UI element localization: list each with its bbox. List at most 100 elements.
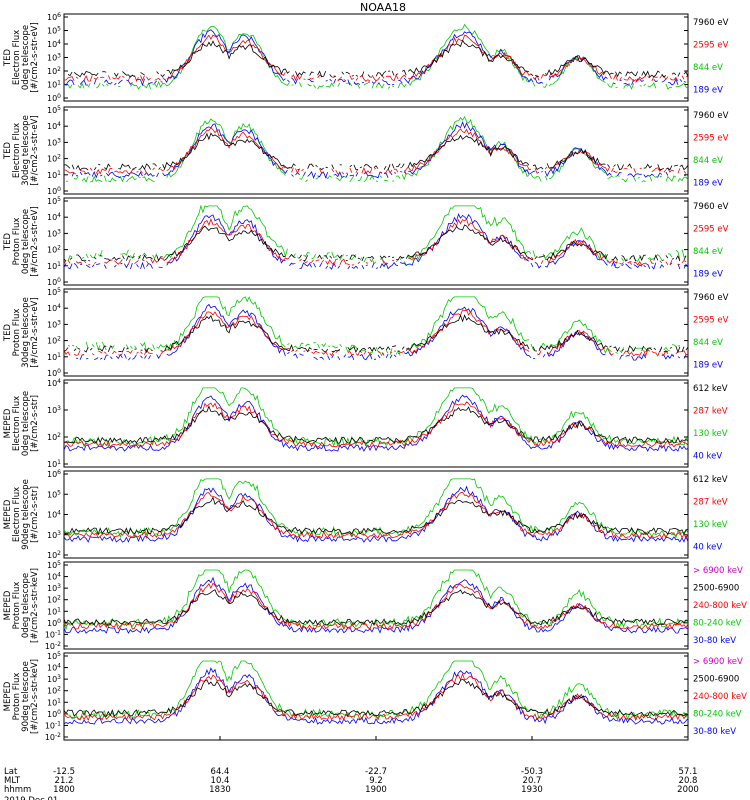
y-axis-label-line: [#/cm2-s-str-eV] [30, 115, 40, 185]
legend-entry: 2500-6900 [693, 675, 739, 685]
y-tick-label: 102 [47, 336, 61, 346]
series-traces [64, 23, 688, 90]
legend-entry: 30-80 keV [693, 727, 736, 737]
y-tick-label: 105 [47, 651, 61, 661]
y-axis-label-line: [#/cm2-s-str] [30, 395, 40, 452]
y-axis-label-line: Proton Flux [12, 582, 22, 630]
legend-entry: 2500-6900 [693, 584, 739, 594]
y-axis-label-line: Proton Flux [12, 218, 22, 266]
figure-title: NOAA18 [360, 1, 406, 14]
x-tick-label: 57.1 [679, 767, 698, 777]
legend-entry: 612 keV [693, 384, 728, 394]
legend-entry: 189 eV [693, 270, 723, 280]
y-tick-label: 101 [47, 697, 61, 707]
y-tick-label: 10-1 [45, 720, 61, 730]
y-tick-label: 104 [47, 303, 61, 313]
legend-entry: 189 eV [693, 86, 723, 96]
series-trace [64, 225, 688, 261]
panel-3: 105 104 103 102 101 100 TED Proton Flux 0deg tel… [3, 196, 729, 287]
x-tick-label: 64.4 [211, 767, 230, 777]
y-axis-label-line: 30deg telescope [21, 297, 31, 368]
legend-entry: 2595 eV [693, 41, 729, 51]
x-row-label: MLT [4, 776, 21, 786]
y-tick-label: 10-2 [45, 732, 61, 742]
y-tick-label: 100 [47, 368, 61, 378]
y-axis-label-line: [#/cm2-s-str-keV] [30, 568, 40, 643]
series-trace [63, 589, 689, 627]
series-trace [63, 678, 689, 718]
y-tick-label: 101 [47, 459, 61, 469]
y-axis-label-line: TED [3, 141, 13, 160]
series-trace [64, 30, 688, 85]
y-tick-label: 100 [47, 93, 61, 103]
y-tick-label: 101 [47, 80, 61, 90]
series-trace [63, 672, 689, 722]
series-trace [63, 309, 689, 358]
y-tick-label: 101 [47, 261, 61, 271]
y-axis-label-line: Electron Flux [12, 123, 22, 178]
panel-5: 104 103 102 101 MEPED Electron Flux 0deg teles… [3, 378, 728, 469]
x-tick-label: 2000 [677, 785, 699, 795]
panel-frame [63, 13, 689, 102]
y-tick-label: 104 [47, 663, 61, 673]
series-trace [63, 496, 689, 536]
y-axis-label-line: MEPED [3, 590, 13, 620]
x-tick-label: -12.5 [53, 767, 75, 777]
y-tick-label: 102 [47, 432, 61, 442]
y-tick-label: 104 [47, 510, 61, 520]
legend-entry: 7960 eV [693, 293, 729, 303]
legend-entry: 7960 eV [693, 18, 729, 28]
y-tick-label: 105 [47, 26, 61, 36]
y-tick-label: 102 [47, 550, 61, 560]
series-trace [76, 303, 689, 361]
y-axis-label-line: 0deg telescope [21, 573, 31, 638]
y-tick-label: 103 [47, 674, 61, 684]
y-axis-label-line: 0deg telescope [21, 391, 31, 456]
x-tick-label: 20.7 [523, 776, 542, 786]
y-tick-label: 104 [47, 212, 61, 222]
legend-entry: 612 keV [693, 475, 728, 485]
y-axis-label-line: 90deg telescope [21, 661, 31, 732]
legend-entry: 30-80 keV [693, 636, 736, 646]
y-axis-label-line: TED [3, 232, 13, 251]
x-tick-label: 1830 [209, 785, 231, 795]
legend-entry: 80-240 keV [693, 619, 742, 629]
y-axis-label-line: Proton Flux [12, 673, 22, 721]
series-trace [63, 401, 689, 448]
legend-entry: 2595 eV [693, 316, 729, 326]
y-tick-label: 104 [47, 572, 61, 582]
legend-entry: 40 keV [693, 452, 722, 462]
y-tick-label: 105 [47, 560, 61, 570]
legend-entry: 287 keV [693, 407, 728, 417]
y-tick-label: 103 [47, 530, 61, 540]
y-axis-label-line: 0deg telescope [21, 25, 31, 90]
y-tick-label: 105 [47, 489, 61, 499]
panel-frame [63, 652, 689, 741]
y-axis-label-line: MEPED [3, 408, 13, 438]
y-axis-label-line: [#/cm2-s-str-eV] [30, 22, 40, 92]
series-trace [65, 116, 689, 183]
y-tick-label: 10-2 [45, 641, 61, 651]
y-tick-label: 103 [47, 137, 61, 147]
series-trace [63, 314, 689, 354]
legend-entry: 130 keV [693, 520, 728, 530]
y-axis-label-line: [#/cm2-s-str-eV] [30, 297, 40, 367]
panel-frame [63, 288, 689, 377]
y-tick-label: 105 [47, 196, 61, 206]
panel-frame [63, 106, 689, 195]
y-tick-label: 106 [47, 12, 61, 22]
panel-frame [63, 379, 689, 468]
legend-entry: 2595 eV [693, 134, 729, 144]
series-trace [68, 297, 688, 356]
y-axis-label-line: 90deg telescope [21, 479, 31, 550]
y-tick-label: 10-1 [45, 629, 61, 639]
panel-2: 105 104 103 102 101 100 TED Electron Flux 30deg … [3, 105, 729, 196]
y-axis-label-line: Electron Flux [12, 30, 22, 85]
y-tick-label: 101 [47, 352, 61, 362]
series-trace [63, 213, 689, 270]
y-tick-label: 103 [47, 583, 61, 593]
panel-frame [63, 561, 689, 650]
